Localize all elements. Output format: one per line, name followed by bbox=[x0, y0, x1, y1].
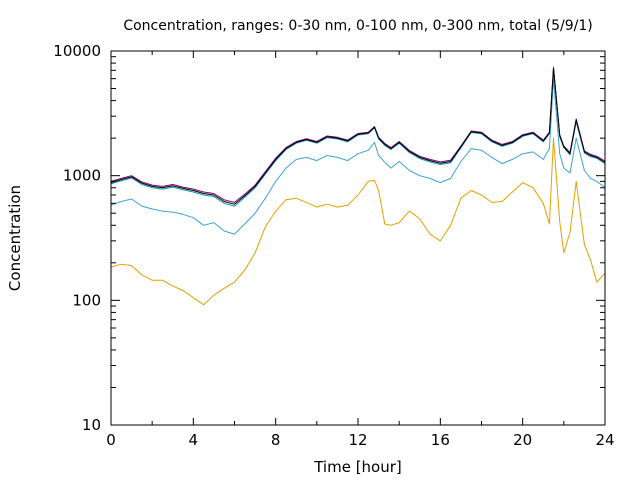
x-tick-label: 24 bbox=[595, 431, 614, 449]
x-tick-label: 16 bbox=[431, 431, 450, 449]
y-tick-label: 10 bbox=[82, 416, 101, 434]
y-tick-label: 100 bbox=[72, 291, 101, 309]
ticks-layer: 0 4 8 12 16 20 24 10 100 1000 10000 bbox=[53, 42, 614, 449]
series-layer bbox=[110, 66, 606, 306]
x-tick-label: 20 bbox=[513, 431, 532, 449]
x-tick-label: 12 bbox=[348, 431, 367, 449]
y-tick-label: 1000 bbox=[63, 167, 101, 185]
chart-title: Concentration, ranges: 0-30 nm, 0-100 nm… bbox=[123, 18, 592, 34]
series-line-0 bbox=[110, 67, 606, 205]
plot-frame bbox=[110, 50, 606, 426]
x-tick-label: 8 bbox=[271, 431, 281, 449]
x-axis-label: Time [hour] bbox=[313, 458, 402, 476]
series-line-2 bbox=[110, 69, 606, 207]
y-axis-label: Concentration bbox=[6, 185, 24, 291]
series-line-3 bbox=[110, 78, 606, 235]
y-tick-label: 10000 bbox=[53, 42, 101, 60]
series-line-4 bbox=[110, 137, 606, 306]
x-tick-label: 0 bbox=[106, 431, 116, 449]
x-tick-label: 4 bbox=[189, 431, 199, 449]
